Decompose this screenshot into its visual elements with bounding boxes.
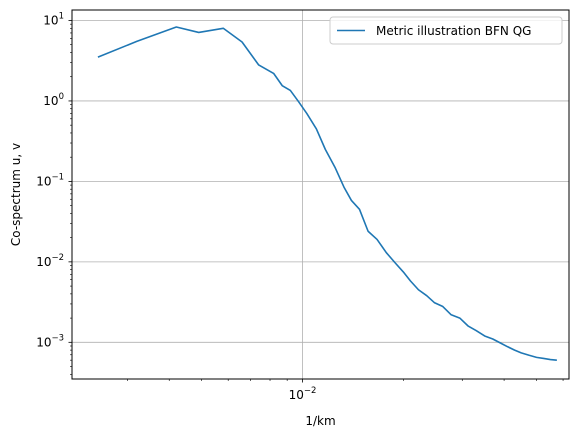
grid — [72, 10, 569, 379]
legend: Metric illustration BFN QG — [329, 16, 563, 45]
plot-frame — [71, 9, 570, 380]
y-axis-label: Co-spectrum u, v — [9, 143, 23, 246]
x-axis-label: 1/km — [305, 414, 335, 428]
legend-box — [329, 16, 563, 45]
series-line-0 — [97, 26, 557, 361]
series-layer — [97, 26, 557, 361]
legend-entry-label: Metric illustration BFN QG — [376, 24, 531, 38]
